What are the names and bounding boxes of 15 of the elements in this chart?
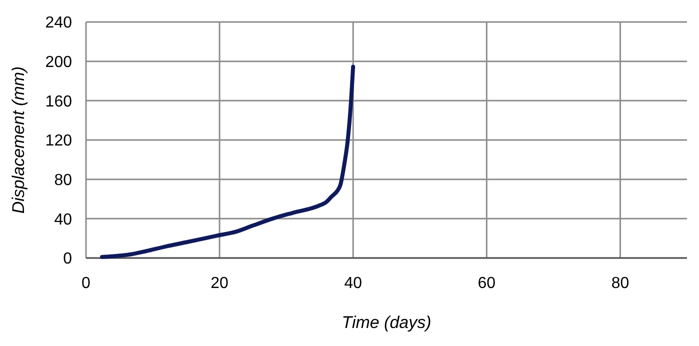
y-tick-label: 40 <box>54 211 72 228</box>
y-tick-label: 160 <box>45 93 72 110</box>
y-tick-label: 0 <box>63 250 72 268</box>
x-axis-title: Time (days) <box>342 313 432 332</box>
y-axis-title: Displacement (mm) <box>9 66 28 214</box>
x-tick-label: 20 <box>210 275 229 292</box>
y-tick-label: 240 <box>45 14 72 32</box>
x-tick-label: 40 <box>344 275 362 292</box>
y-tick-label: 120 <box>45 132 72 150</box>
line-series <box>100 64 356 260</box>
x-tick-label: 60 <box>478 275 496 292</box>
x-tick-label: 80 <box>611 275 630 292</box>
y-tick-label: 200 <box>45 54 72 71</box>
y-tick-label: 80 <box>54 172 72 189</box>
x-tick-label: 0 <box>82 275 91 292</box>
